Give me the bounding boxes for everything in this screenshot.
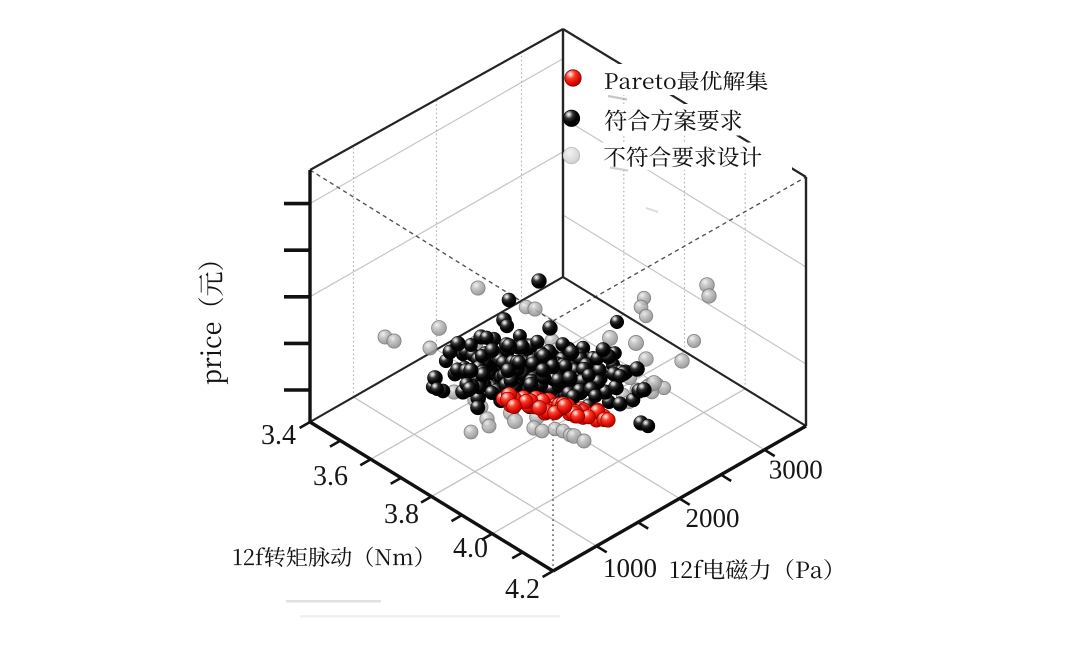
svg-text:3.8: 3.8 — [384, 499, 419, 530]
svg-text:4.2: 4.2 — [505, 574, 540, 605]
svg-text:3.6: 3.6 — [313, 461, 348, 492]
svg-text:1000: 1000 — [603, 553, 657, 583]
svg-text:3.4: 3.4 — [261, 420, 296, 451]
svg-text:2000: 2000 — [686, 503, 740, 533]
svg-text:3000: 3000 — [769, 455, 823, 485]
svg-text:4.0: 4.0 — [453, 533, 488, 564]
